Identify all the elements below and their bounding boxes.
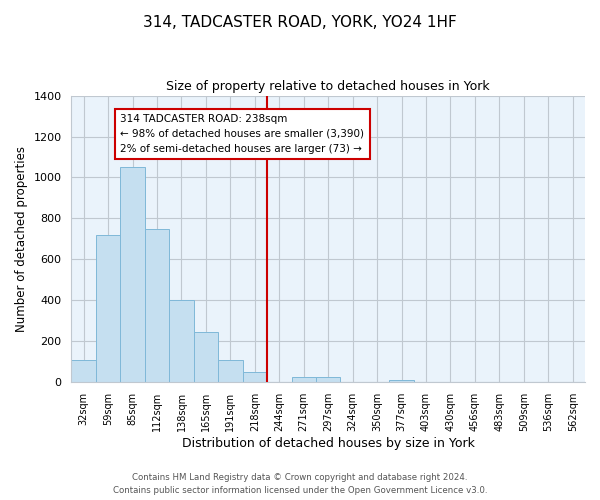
Text: 314 TADCASTER ROAD: 238sqm
← 98% of detached houses are smaller (3,390)
2% of se: 314 TADCASTER ROAD: 238sqm ← 98% of deta… xyxy=(121,114,364,154)
Bar xyxy=(169,300,194,382)
Text: 314, TADCASTER ROAD, YORK, YO24 1HF: 314, TADCASTER ROAD, YORK, YO24 1HF xyxy=(143,15,457,30)
Text: Contains HM Land Registry data © Crown copyright and database right 2024.
Contai: Contains HM Land Registry data © Crown c… xyxy=(113,474,487,495)
Bar xyxy=(316,377,340,382)
Bar xyxy=(145,228,169,382)
Title: Size of property relative to detached houses in York: Size of property relative to detached ho… xyxy=(166,80,490,93)
Bar xyxy=(389,380,414,382)
X-axis label: Distribution of detached houses by size in York: Distribution of detached houses by size … xyxy=(182,437,475,450)
Bar xyxy=(218,360,242,382)
Bar xyxy=(121,168,145,382)
Bar xyxy=(194,332,218,382)
Bar xyxy=(71,360,96,382)
Bar xyxy=(242,372,267,382)
Bar xyxy=(96,235,121,382)
Y-axis label: Number of detached properties: Number of detached properties xyxy=(15,146,28,332)
Bar xyxy=(292,376,316,382)
